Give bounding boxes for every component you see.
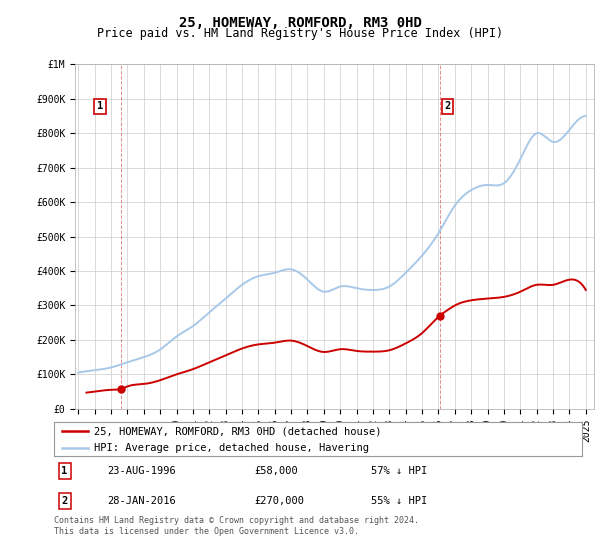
Text: 2: 2 [445,101,451,111]
Text: 57% ↓ HPI: 57% ↓ HPI [371,466,427,476]
Text: Price paid vs. HM Land Registry's House Price Index (HPI): Price paid vs. HM Land Registry's House … [97,27,503,40]
Text: 55% ↓ HPI: 55% ↓ HPI [371,496,427,506]
Text: HPI: Average price, detached house, Havering: HPI: Average price, detached house, Have… [94,443,368,453]
Text: £270,000: £270,000 [254,496,305,506]
Text: 1: 1 [61,466,68,476]
Text: 23-AUG-1996: 23-AUG-1996 [107,466,176,476]
Text: 2: 2 [61,496,68,506]
Text: 25, HOMEWAY, ROMFORD, RM3 0HD (detached house): 25, HOMEWAY, ROMFORD, RM3 0HD (detached … [94,426,381,436]
Text: 28-JAN-2016: 28-JAN-2016 [107,496,176,506]
Text: Contains HM Land Registry data © Crown copyright and database right 2024.
This d: Contains HM Land Registry data © Crown c… [54,516,419,536]
Text: £58,000: £58,000 [254,466,298,476]
Text: 1: 1 [97,101,103,111]
Text: 25, HOMEWAY, ROMFORD, RM3 0HD: 25, HOMEWAY, ROMFORD, RM3 0HD [179,16,421,30]
